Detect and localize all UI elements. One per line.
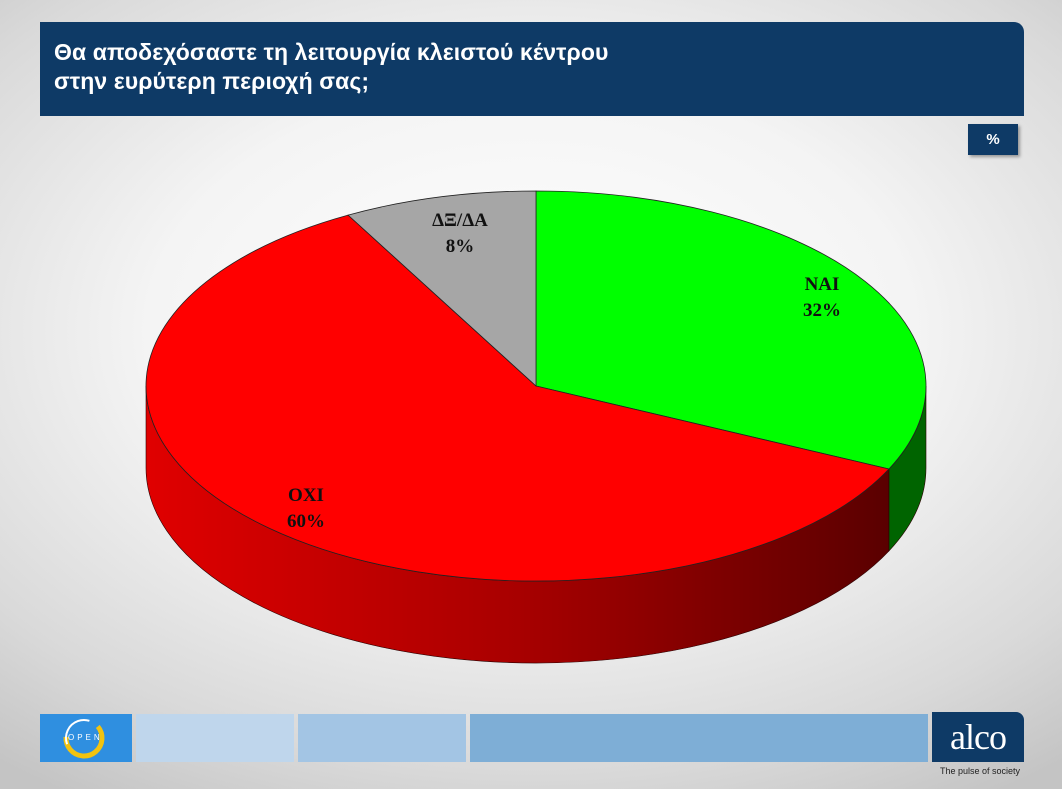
slice-value-label-2: 8%: [446, 236, 475, 257]
pie-slice-2: [347, 190, 537, 387]
slice-value-label-1: 60%: [287, 511, 325, 532]
alco-tagline: The pulse of society: [940, 766, 1021, 776]
footer-bar-3: [470, 714, 928, 762]
title-line-1: Θα αποδεχόσαστε τη λειτουργία κλειστού κ…: [54, 39, 609, 65]
footer-bar-2: [298, 714, 466, 762]
percent-unit-badge: %: [968, 124, 1018, 155]
open-logo-text: OPEN: [68, 733, 103, 742]
slice-label-1: ΟΧΙ: [288, 485, 324, 506]
slice-label-0: ΝΑΙ: [805, 274, 840, 295]
pie-slice-1: [145, 214, 890, 582]
slice-value-label-0: 32%: [803, 300, 841, 321]
title-line-2: στην ευρύτερη περιοχή σας;: [54, 68, 370, 94]
pie-slice-0: [535, 190, 927, 470]
slice-label-2: ΔΞ/ΔΑ: [432, 210, 488, 231]
open-ring-icon: [63, 717, 105, 759]
open-logo: [40, 714, 132, 762]
title-banner: Θα αποδεχόσαστε τη λειτουργία κλειστού κ…: [40, 22, 1024, 116]
footer-bar-1: [136, 714, 294, 762]
alco-logo: alco: [932, 712, 1024, 762]
